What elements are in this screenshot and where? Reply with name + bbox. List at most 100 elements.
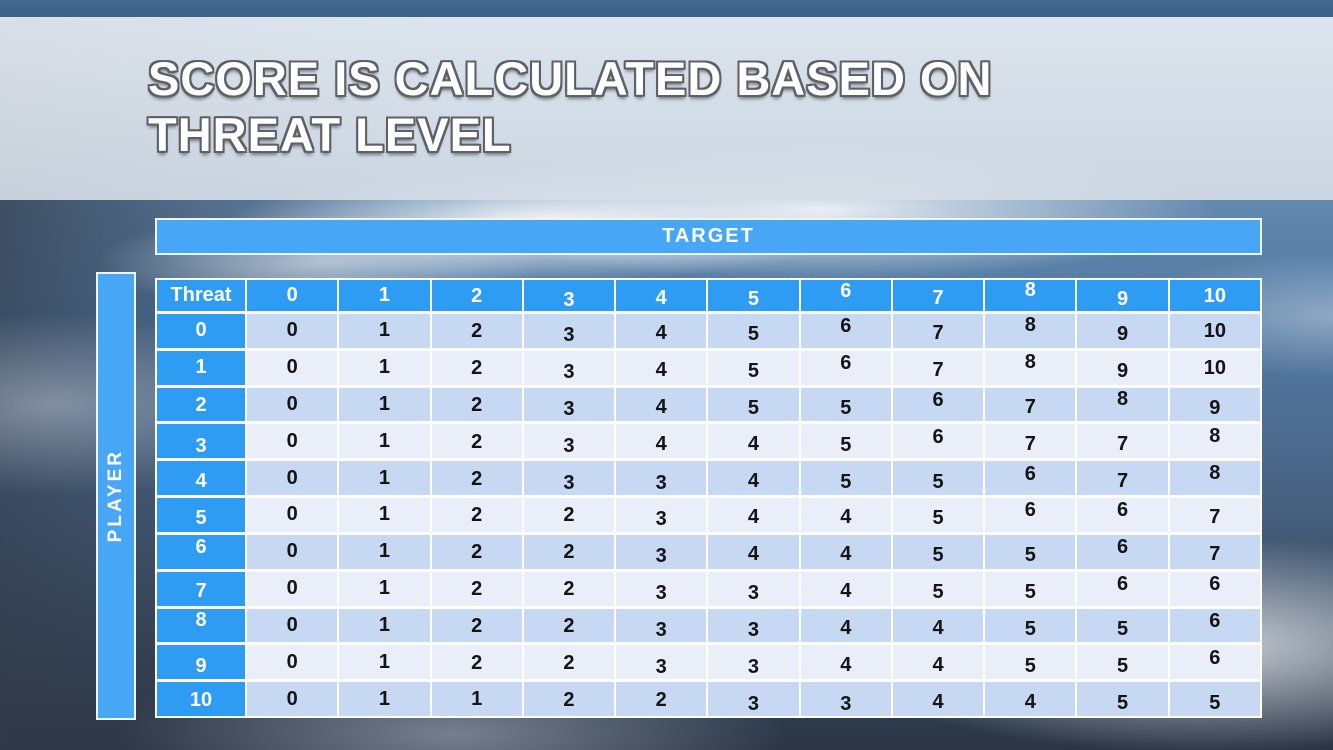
title-line-1: SCORE IS CALCULATED BASED ON xyxy=(148,52,993,105)
score-cell: 3 xyxy=(616,608,707,643)
col-header-10: 10 xyxy=(1169,280,1260,311)
score-cell: 3 xyxy=(616,461,707,496)
score-cell: 7 xyxy=(1077,424,1168,459)
col-header-7: 7 xyxy=(892,280,984,311)
score-cell: 5 xyxy=(985,534,1076,569)
score-cell: 2 xyxy=(431,314,522,348)
score-cell: 8 xyxy=(985,350,1076,385)
score-cell: 4 xyxy=(800,645,891,680)
score-cell: 1 xyxy=(339,424,430,459)
row-header-8: 8 xyxy=(157,608,245,643)
score-cell: 5 xyxy=(800,424,891,459)
score-cell: 1 xyxy=(431,682,522,716)
score-cell: 4 xyxy=(800,498,891,532)
row-header-4: 4 xyxy=(157,461,245,496)
target-axis-banner: TARGET xyxy=(155,218,1262,255)
score-cell: 1 xyxy=(339,645,430,680)
score-cell: 4 xyxy=(616,314,707,348)
score-cell: 2 xyxy=(523,682,615,716)
score-cell: 8 xyxy=(1169,461,1260,496)
row-header-3: 3 xyxy=(157,424,245,459)
score-cell: 3 xyxy=(523,424,615,459)
score-cell: 2 xyxy=(523,534,615,569)
score-cell: 5 xyxy=(708,314,799,348)
score-cell: 2 xyxy=(431,498,522,532)
score-cell: 4 xyxy=(800,534,891,569)
score-cell: 4 xyxy=(708,461,799,496)
score-cell: 1 xyxy=(339,461,430,496)
score-cell: 4 xyxy=(708,534,799,569)
slide-title: SCORE IS CALCULATED BASED ON THREAT LEVE… xyxy=(0,17,1333,163)
score-cell: 1 xyxy=(339,534,430,569)
score-cell: 5 xyxy=(1077,682,1168,716)
score-cell: 6 xyxy=(800,314,891,348)
score-cell: 5 xyxy=(892,571,984,606)
row-header-6: 6 xyxy=(157,534,245,569)
score-cell: 0 xyxy=(247,534,338,569)
score-cell: 1 xyxy=(339,387,430,422)
score-cell: 4 xyxy=(616,387,707,422)
score-cell: 3 xyxy=(523,314,615,348)
score-cell: 2 xyxy=(431,424,522,459)
title-band: SCORE IS CALCULATED BASED ON THREAT LEVE… xyxy=(0,17,1333,200)
score-cell: 2 xyxy=(431,461,522,496)
score-cell: 6 xyxy=(1077,498,1168,532)
score-cell: 5 xyxy=(1077,608,1168,643)
col-header-3: 3 xyxy=(523,280,615,311)
target-axis-label: TARGET xyxy=(662,225,755,247)
score-cell: 9 xyxy=(1077,314,1168,348)
score-cell: 2 xyxy=(431,608,522,643)
score-cell: 0 xyxy=(247,461,338,496)
score-cell: 4 xyxy=(985,682,1076,716)
score-cell: 5 xyxy=(985,571,1076,606)
row-header-10: 10 xyxy=(157,682,245,716)
score-cell: 2 xyxy=(523,498,615,532)
score-cell: 6 xyxy=(985,498,1076,532)
score-cell: 3 xyxy=(800,682,891,716)
row-header-2: 2 xyxy=(157,387,245,422)
score-cell: 5 xyxy=(708,387,799,422)
top-accent-strip xyxy=(0,0,1333,17)
score-cell: 2 xyxy=(523,571,615,606)
score-cell: 2 xyxy=(523,645,615,680)
score-cell: 3 xyxy=(616,498,707,532)
score-cell: 4 xyxy=(708,498,799,532)
score-cell: 6 xyxy=(1169,571,1260,606)
score-cell: 7 xyxy=(892,314,984,348)
score-cell: 0 xyxy=(247,645,338,680)
score-cell: 2 xyxy=(431,350,522,385)
score-cell: 2 xyxy=(431,645,522,680)
col-header-4: 4 xyxy=(616,280,707,311)
score-cell: 2 xyxy=(616,682,707,716)
score-cell: 4 xyxy=(800,571,891,606)
score-cell: 3 xyxy=(616,645,707,680)
player-axis-label: PLAYER xyxy=(105,449,126,543)
score-cell: 3 xyxy=(708,608,799,643)
row-header-1: 1 xyxy=(157,350,245,385)
score-cell: 0 xyxy=(247,608,338,643)
row-header-5: 5 xyxy=(157,498,245,532)
score-cell: 7 xyxy=(985,424,1076,459)
score-cell: 1 xyxy=(339,571,430,606)
score-cell: 5 xyxy=(708,350,799,385)
score-cell: 5 xyxy=(985,645,1076,680)
score-cell: 3 xyxy=(523,387,615,422)
score-cell: 1 xyxy=(339,682,430,716)
score-cell: 6 xyxy=(1077,534,1168,569)
score-cell: 5 xyxy=(892,461,984,496)
row-header-0: 0 xyxy=(157,314,245,348)
col-header-6: 6 xyxy=(800,280,891,311)
score-cell: 4 xyxy=(708,424,799,459)
score-cell: 3 xyxy=(708,682,799,716)
score-cell: 0 xyxy=(247,424,338,459)
score-cell: 5 xyxy=(1077,645,1168,680)
score-cell: 4 xyxy=(616,350,707,385)
score-cell: 10 xyxy=(1169,350,1260,385)
score-cell: 7 xyxy=(1169,534,1260,569)
score-cell: 0 xyxy=(247,498,338,532)
score-cell: 0 xyxy=(247,314,338,348)
col-header-1: 1 xyxy=(339,280,430,311)
score-cell: 2 xyxy=(431,534,522,569)
score-cell: 1 xyxy=(339,350,430,385)
score-cell: 6 xyxy=(985,461,1076,496)
